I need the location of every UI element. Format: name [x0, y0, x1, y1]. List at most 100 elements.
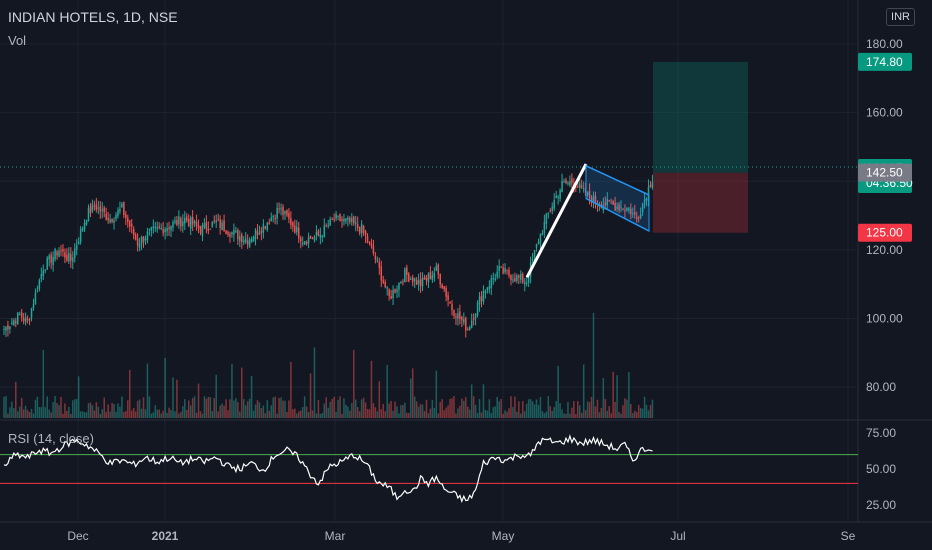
candle-body: [46, 257, 48, 270]
candle-body: [38, 280, 41, 290]
volume-bar: [24, 405, 27, 418]
candle-body: [406, 267, 408, 276]
volume-bar: [321, 412, 324, 418]
volume-bar: [117, 403, 119, 418]
candle-body: [68, 253, 70, 262]
volume-bar: [565, 413, 567, 418]
candle-body: [341, 219, 343, 221]
candle-body: [280, 208, 282, 210]
volume-bar: [578, 405, 581, 418]
long-position-tool[interactable]: [0, 61, 858, 233]
volume-bar: [553, 407, 555, 418]
candle-body: [91, 203, 94, 212]
volume-bar: [547, 396, 550, 418]
candle-body: [628, 207, 630, 211]
candle-body: [246, 240, 249, 245]
volume-bar: [480, 412, 483, 418]
price-label-bg: [858, 52, 912, 71]
volume-bar: [109, 411, 111, 418]
candle-body: [221, 222, 223, 231]
candle-body: [132, 228, 135, 235]
volume-bar: [32, 413, 35, 418]
volume-bar: [634, 410, 636, 418]
volume-bar: [174, 411, 176, 418]
candle-body: [571, 178, 573, 184]
volume-bar: [209, 397, 212, 418]
volume-bar: [266, 400, 269, 418]
candle-body: [254, 229, 257, 239]
candle-body: [523, 281, 526, 285]
candle-body: [152, 226, 155, 228]
candle-body: [392, 289, 394, 299]
candle-body: [606, 198, 609, 206]
candle-body: [459, 311, 461, 319]
candle-body: [62, 249, 64, 252]
volume-bar: [9, 407, 11, 418]
volume-bar: [260, 408, 263, 418]
volume-bar: [95, 402, 98, 418]
candle-body: [327, 225, 329, 227]
volume-bar: [213, 398, 216, 418]
candle-body: [588, 190, 591, 198]
candle-body: [42, 270, 45, 276]
volume-bar: [488, 399, 491, 418]
volume-bar: [468, 409, 471, 418]
volume-bar: [26, 409, 29, 418]
volume-bar: [651, 399, 654, 418]
volume-bar: [286, 411, 288, 418]
candle-body: [201, 225, 204, 236]
volume-bar: [466, 406, 469, 418]
volume-bar: [647, 410, 650, 418]
candle-body: [510, 274, 512, 281]
candle-body: [294, 225, 296, 233]
rsi-line: [3, 434, 653, 503]
volume-bar: [331, 398, 333, 418]
candle-body: [264, 226, 267, 229]
volume-bar: [272, 397, 274, 418]
candle-body: [374, 255, 377, 260]
candle-body: [252, 236, 255, 242]
volume-bar: [433, 407, 436, 418]
volume-bar: [121, 396, 123, 418]
candle-body: [349, 217, 351, 222]
candle-body: [79, 229, 82, 242]
volume-bar: [75, 398, 78, 418]
volume-bar: [123, 411, 125, 418]
candle-body: [480, 295, 483, 301]
volume-bar: [130, 410, 133, 418]
candle-body: [89, 205, 92, 214]
candle-body: [229, 233, 231, 237]
volume-bar: [465, 397, 467, 418]
volume-bar: [374, 407, 377, 418]
pattern-drawings[interactable]: [525, 163, 650, 279]
candle-body: [266, 222, 269, 231]
volume-bar: [535, 399, 538, 418]
candle-body: [231, 232, 233, 235]
volume-bar: [134, 411, 137, 418]
volume-bar: [317, 400, 320, 418]
currency-badge[interactable]: INR: [886, 8, 915, 26]
flagpole-line: [525, 163, 588, 279]
candle-body: [370, 243, 373, 247]
volume-bar: [447, 405, 449, 418]
candle-body: [113, 220, 115, 223]
candle-body: [539, 233, 542, 244]
volume-bar: [415, 401, 418, 418]
y-tick-label: 120.00: [866, 243, 903, 257]
y-tick-label: 180.00: [866, 37, 903, 51]
volume-bar: [608, 406, 610, 418]
candle-body: [205, 222, 208, 230]
volume-bar: [290, 361, 292, 418]
volume-bar: [85, 412, 88, 418]
candle-body: [180, 218, 182, 227]
candle-body: [44, 269, 47, 271]
candle-body: [525, 282, 528, 284]
candle-body: [451, 304, 453, 311]
candle-body: [66, 255, 68, 261]
candle-body: [215, 220, 217, 223]
candle-body: [233, 229, 235, 235]
volume-bar: [256, 400, 259, 418]
candle-body: [496, 271, 498, 277]
candle-body: [484, 290, 487, 293]
